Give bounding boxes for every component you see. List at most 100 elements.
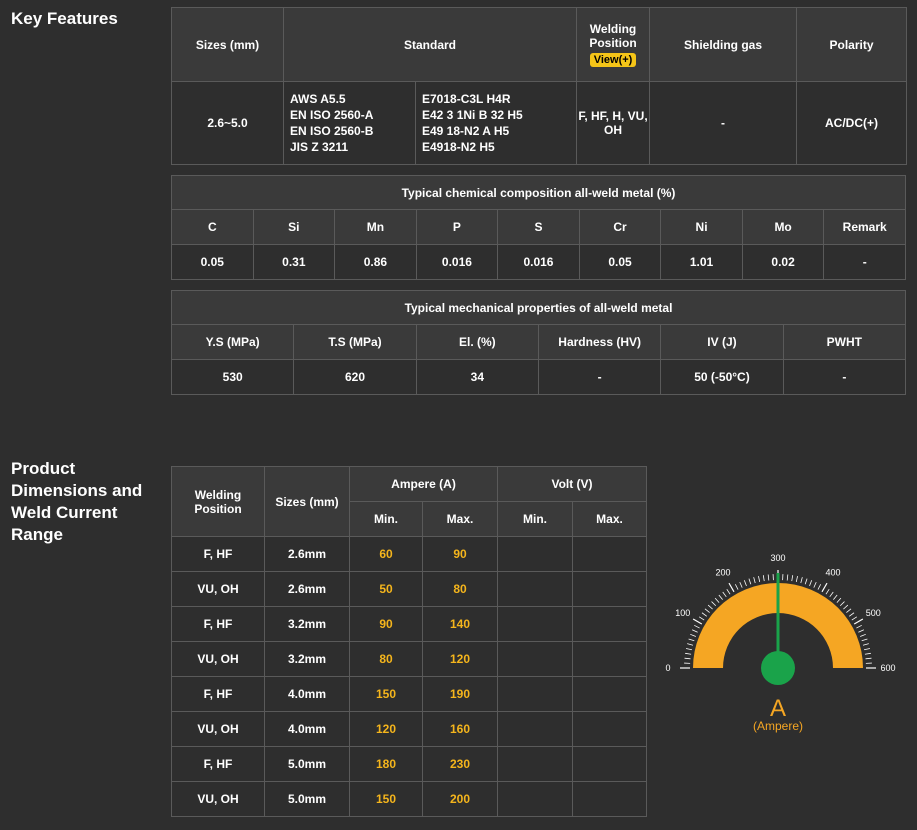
classification-item: E42 3 1Ni B 32 H5 [422,108,523,122]
gauge-tick [813,581,817,588]
gauge-tick [843,604,849,610]
view-button[interactable]: View(+) [589,53,637,67]
row-volt-min [497,641,573,677]
row-amp-min: 120 [349,711,423,747]
ampere-gauge: 0 100 200 300 400 500 600 A (Ampere) [660,548,910,748]
gauge-tick [829,591,834,598]
gauge-tick [833,594,838,600]
row-volt-min [497,711,573,747]
gauge-tick [863,648,871,651]
gauge-tick [707,604,713,610]
row-amp-min: 180 [349,746,423,782]
row-volt-max [571,676,648,712]
gauge-tick-labels: 0 100 200 300 400 500 600 [665,553,895,673]
gauge-tick [795,575,798,583]
gauge-tick [853,618,864,625]
gauge-tick [718,594,723,600]
mech-header-ys: Y.S (MPa) [170,324,295,360]
gauge-tick [858,629,865,633]
gauge-tick [821,582,828,593]
row-amp-max: 120 [422,641,498,677]
dim-header-volt-max: Max. [571,501,648,537]
row-position: F, HF [171,606,265,642]
gauge-tick [817,584,822,590]
row-volt-min [497,606,573,642]
row-amp-max: 80 [422,571,498,607]
mech-header-el: El. (%) [415,324,539,360]
mech-value-el: 34 [415,359,539,395]
table-row: VU, OH 2.6mm 50 80 [171,571,648,607]
standard-item: EN ISO 2560-B [290,124,374,138]
dim-header-sizes: Sizes (mm) [264,466,350,537]
gauge-tick [722,591,727,598]
polarity-value: AC/DC(+) [796,81,908,165]
mech-header-iv: IV (J) [660,324,784,360]
row-position: VU, OH [171,711,265,747]
gauge-tick [685,652,692,655]
gauge-tick [704,608,710,613]
chem-header-si: Si [252,209,336,245]
standard-item: AWS A5.5 [290,92,346,106]
row-amp-max: 230 [422,746,498,782]
table-row: VU, OH 3.2mm 80 120 [171,641,648,677]
gauge-tick [692,618,703,625]
row-amp-max: 160 [422,711,498,747]
chem-value-mn: 0.86 [334,244,417,280]
classification-item: E7018-C3L H4R [422,92,511,106]
gauge-tick [728,582,735,593]
welding-position-header: Welding Position View(+) [576,7,651,82]
chemical-title: Typical chemical composition all-weld me… [171,175,906,210]
gauge-tick [862,643,869,646]
shielding-gas-header: Shielding gas [649,7,798,82]
gauge-unit-label: (Ampere) [753,719,803,733]
row-amp-min: 80 [349,641,423,677]
chem-value-c: 0.05 [171,244,254,280]
gauge-tick [836,597,842,603]
row-position: F, HF [171,746,265,782]
mech-header-hardness: Hardness (HV) [537,324,662,360]
dimensions-title-line: Product [11,459,76,478]
gauge-tick [684,657,691,660]
gauge-tick [846,608,852,613]
mech-header-ts: T.S (MPa) [293,324,417,360]
classification-item: E4918-N2 H5 [422,140,495,154]
row-volt-min [497,571,573,607]
chem-value-ni: 1.01 [660,244,743,280]
gauge-tick [694,624,700,629]
gauge-arc [693,583,863,668]
row-volt-min [497,781,573,817]
table-row: F, HF 3.2mm 90 140 [171,606,648,642]
chem-value-si: 0.31 [252,244,336,280]
key-features-title: Key Features [11,9,118,28]
dimensions-title-line: Dimensions and [11,481,143,500]
row-amp-max: 140 [422,606,498,642]
row-position: VU, OH [171,641,265,677]
welding-position-header-line1: Welding [589,22,637,36]
welding-position-value-line1: F, HF, H, VU, [578,109,648,123]
gauge-tick-label: 500 [866,608,881,618]
gauge-tick [825,588,830,595]
welding-position-value-line2: OH [604,123,623,137]
row-amp-max: 190 [422,676,498,712]
gauge-tick-label: 300 [770,553,785,563]
gauge-tick [691,629,698,633]
gauge-tick-label: 100 [675,608,690,618]
row-size: 3.2mm [264,606,350,642]
standard-item: EN ISO 2560-A [290,108,374,122]
mech-header-pwht: PWHT [782,324,907,360]
dimensions-title-line: Range [11,525,63,544]
row-volt-min [497,676,573,712]
row-amp-min: 150 [349,676,423,712]
dim-header-amp-max: Max. [422,501,498,537]
dim-header-amp-min: Min. [349,501,423,537]
chem-header-s: S [497,209,580,245]
row-volt-max [571,711,648,747]
chem-header-mn: Mn [334,209,417,245]
row-size: 4.0mm [264,711,350,747]
row-volt-max [571,641,648,677]
gauge-tick [767,574,770,581]
gauge-tick [861,638,868,642]
gauge-tick [753,577,756,584]
chem-header-remark: Remark [823,209,906,245]
chem-value-s: 0.016 [497,244,580,280]
